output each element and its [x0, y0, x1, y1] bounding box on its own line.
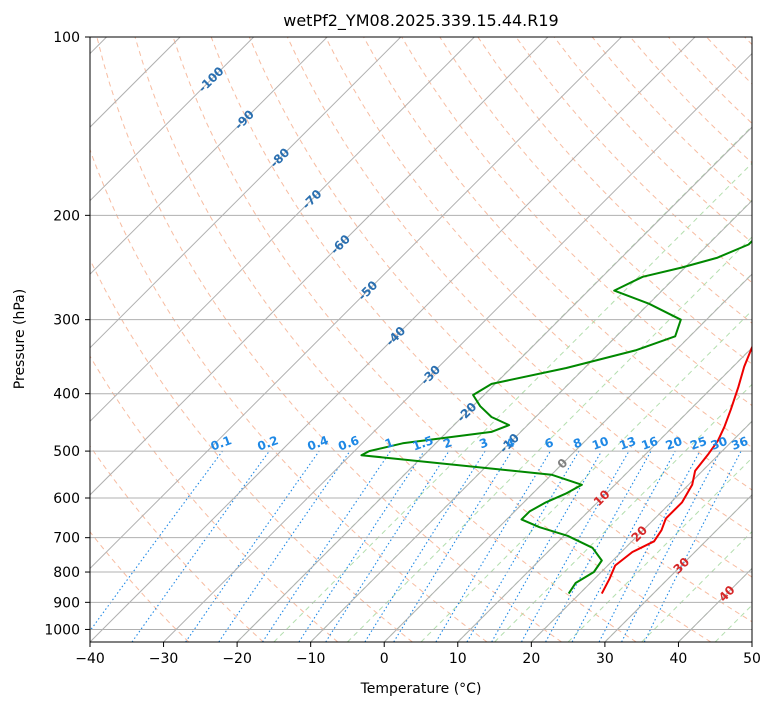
- isotherm-gridline: [90, 37, 622, 570]
- chart-title: wetPf2_YM08.2025.339.15.44.R19: [283, 11, 558, 31]
- moist-adiabat: [567, 457, 752, 642]
- mixing-ratio-label: 16: [639, 434, 659, 453]
- dry-adiabat: [90, 445, 264, 642]
- x-tick-label: 20: [522, 651, 540, 667]
- isotherm-gridline: [530, 420, 752, 642]
- plot-frame: [89, 36, 753, 643]
- isotherm-gridline: [310, 199, 752, 642]
- x-tick-label: −10: [296, 651, 326, 667]
- y-tick-label: 800: [53, 565, 80, 581]
- mixing-ratio-label: 0.4: [305, 433, 330, 453]
- x-tick-label: 10: [449, 651, 467, 667]
- isotherm-gridline: [163, 52, 752, 642]
- x-tick-label: −20: [222, 651, 252, 667]
- mixing-ratio-label: 10: [590, 434, 610, 453]
- y-tick-label: 700: [53, 531, 80, 547]
- mixing-ratio-label: 20: [664, 434, 684, 453]
- mixing-ratio-line: [643, 450, 742, 642]
- isotherm-gridline: [90, 37, 402, 349]
- x-tick-label: −30: [149, 651, 179, 667]
- mixing-ratio-label: 36: [729, 434, 749, 453]
- mixing-ratio-line: [262, 450, 391, 642]
- mixing-ratio-line: [571, 450, 676, 642]
- mixing-ratio-line: [545, 450, 652, 642]
- mixing-ratio-label: 0.1: [209, 433, 234, 453]
- moist-adiabat: [494, 383, 752, 642]
- y-tick-label: 300: [53, 313, 80, 329]
- y-tick-label: 500: [53, 444, 80, 460]
- dry-adiabat: [439, 37, 752, 365]
- isotherm-gridline: [90, 37, 475, 423]
- x-tick-label: 50: [743, 651, 761, 667]
- mixing-ratio-label: 0.2: [256, 433, 281, 453]
- x-axis-label: Temperature (°C): [360, 681, 482, 697]
- mixing-ratio-label: 25: [688, 434, 708, 453]
- x-tick-label: −40: [75, 651, 105, 667]
- dry-adiabat: [90, 355, 339, 642]
- mixing-ratio-line: [90, 450, 223, 632]
- mixing-ratio-label: 13: [617, 434, 637, 453]
- mixing-ratio-line: [298, 450, 425, 642]
- isotherm-gridline: [383, 273, 752, 642]
- mixing-ratio-line: [325, 450, 450, 642]
- x-tick-label: 0: [380, 651, 389, 667]
- isotherm-gridline: [90, 37, 328, 275]
- mixing-ratio-line: [218, 450, 351, 642]
- isotherm-gridline: [90, 37, 696, 642]
- dewpoint-profile: [360, 239, 752, 595]
- y-tick-label: 1000: [44, 622, 80, 638]
- mixing-ratio-line: [131, 450, 270, 642]
- dry-adiabat: [90, 531, 190, 642]
- y-tick-label: 100: [53, 30, 80, 46]
- y-axis-ticks: 100 200 300 400 500 600 700 800 900 1000: [44, 30, 90, 638]
- dry-adiabat: [134, 37, 637, 642]
- x-tick-label: 40: [670, 651, 688, 667]
- isotherm-gridline: [457, 347, 752, 642]
- y-tick-label: 400: [53, 387, 80, 403]
- dry-adiabat: [210, 37, 752, 623]
- background-lines: [90, 37, 752, 642]
- isotherm-gridline: [90, 37, 255, 202]
- y-tick-label: 900: [53, 595, 80, 611]
- dry-adiabat: [248, 37, 752, 578]
- mixing-ratio-line: [185, 450, 320, 642]
- mixing-ratio-label: 1.5: [410, 433, 435, 453]
- y-axis-label: Pressure (hPa): [12, 289, 28, 389]
- moist-adiabat: [273, 162, 752, 642]
- dry-adiabat: [90, 148, 488, 642]
- dry-adiabat: [96, 37, 562, 642]
- dry-adiabat: [401, 37, 752, 407]
- moist-adiabat: [347, 236, 752, 642]
- dry-adiabat: [515, 37, 752, 284]
- mixing-ratio-label: 30: [709, 434, 729, 453]
- x-axis-ticks: −40 −30 −20 −10 0 10 20 30 40 50: [75, 642, 761, 667]
- y-tick-label: 600: [53, 491, 80, 507]
- mixing-ratio-line: [393, 450, 513, 642]
- mixing-ratio-line: [521, 450, 630, 642]
- mixing-ratio-label: 0.6: [336, 433, 361, 453]
- data-series: [360, 239, 752, 595]
- temperature-profile: [600, 344, 752, 595]
- isotherm-gridline: [90, 37, 549, 496]
- y-tick-label: 200: [53, 208, 80, 224]
- isotherm-gridline: [604, 494, 752, 642]
- isotherm-gridline: [236, 126, 752, 642]
- x-tick-label: 30: [596, 651, 614, 667]
